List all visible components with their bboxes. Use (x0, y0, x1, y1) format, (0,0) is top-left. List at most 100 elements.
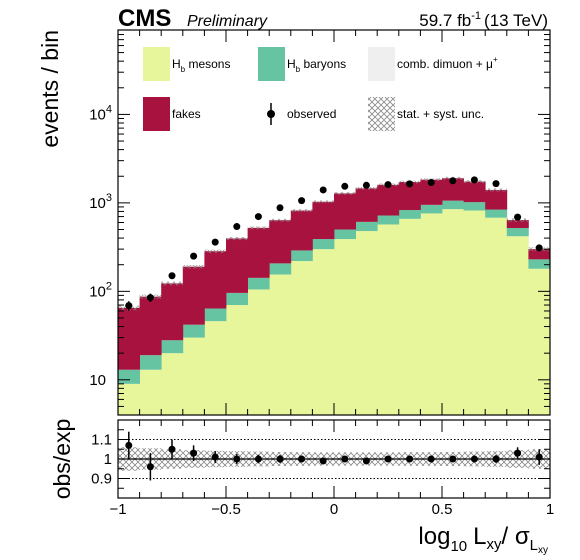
bar-hb_baryons-8 (290, 250, 313, 262)
main-unc-9 (312, 200, 334, 204)
ratio-panel: −1 −0.5 0 0.5 1 0.911.1 obs/exp log10 Lxy/ σL… (49, 419, 554, 556)
legend-label: observed (287, 107, 336, 121)
svg-text:59.7 fb-1(13 TeV): 59.7 fb-1 (13 TeV) (419, 10, 548, 30)
observed-point-16 (470, 176, 478, 184)
ratio-point-12 (384, 455, 392, 463)
observed-point-19 (535, 244, 543, 252)
y-tick-label: 104 (89, 103, 112, 123)
bar-hb_baryons-17 (485, 209, 508, 218)
observed-point-11 (362, 181, 370, 189)
ratio-y-title: obs/exp (49, 419, 75, 500)
bar-hb_mesons-12 (377, 224, 400, 415)
legend-swatch (258, 47, 285, 81)
y-tick-label: 102 (89, 280, 112, 300)
ratio-point-0 (125, 441, 133, 449)
observed-point-10 (341, 182, 349, 190)
ratio-point-6 (254, 455, 262, 463)
observed-point-8 (298, 197, 306, 205)
bar-fakes-18 (506, 220, 529, 228)
bar-hb_mesons-13 (398, 218, 421, 415)
ratio-point-14 (427, 455, 435, 463)
bar-hb_baryons-18 (506, 228, 529, 237)
bar-hb_baryons-13 (398, 210, 421, 219)
legend-label: stat. + syst. unc. (397, 107, 484, 121)
observed-point-17 (492, 180, 500, 188)
bar-fakes-15 (442, 178, 464, 201)
observed-point-2 (168, 272, 176, 280)
ratio-y-tick-label: 1 (104, 451, 112, 468)
legend-label: fakes (172, 107, 201, 121)
legend-item-3: fakes (143, 97, 201, 131)
bar-fakes-12 (377, 184, 400, 216)
bar-hb_baryons-10 (334, 229, 356, 240)
bar-hb_baryons-2 (161, 340, 184, 354)
observed-point-0 (125, 302, 133, 310)
lumi-value: 59.7 fb (419, 11, 471, 30)
bar-hb_mesons-3 (182, 337, 205, 415)
observed-point-14 (427, 178, 435, 186)
bar-fakes-14 (420, 179, 443, 205)
ratio-point-10 (341, 455, 349, 463)
ratio-point-11 (362, 457, 370, 465)
x-tick-label: −0.5 (211, 501, 241, 518)
series-fakes (118, 178, 550, 370)
bar-fakes-5 (226, 238, 248, 293)
xlabel-L: L (473, 523, 486, 550)
ratio-point-2 (168, 445, 176, 453)
bar-hb_baryons-11 (355, 221, 378, 232)
main-unc-4 (204, 249, 226, 253)
ratio-point-3 (190, 449, 198, 457)
ratio-point-9 (319, 457, 327, 465)
ratio-points (125, 431, 543, 481)
bar-fakes-2 (161, 283, 184, 341)
bar-fakes-11 (355, 188, 378, 222)
legend-swatch (368, 47, 395, 81)
main-unc-2 (161, 281, 183, 286)
bar-hb_mesons-17 (485, 217, 508, 415)
bar-hb_baryons-0 (118, 369, 140, 384)
bar-fakes-17 (485, 189, 508, 210)
observed-points (125, 176, 543, 311)
xlabel-sigma-sub: L (530, 537, 538, 554)
bar-fakes-1 (139, 296, 162, 356)
y-tick-label: 10 (89, 372, 106, 389)
bar-hb_mesons-0 (118, 383, 140, 415)
bar-hb_mesons-4 (204, 321, 227, 415)
x-axis-title: log10 Lxy/ σLxy (418, 523, 548, 556)
lumi-energy: (13 TeV) (484, 11, 548, 30)
main-y-title: events / bin (37, 30, 63, 148)
ratio-point-17 (492, 455, 500, 463)
main-unc-7 (269, 218, 291, 222)
bar-fakes-6 (247, 227, 270, 278)
bar-hb_baryons-15 (442, 200, 464, 210)
legend-label: Hb baryons (287, 57, 346, 74)
observed-point-15 (449, 177, 457, 185)
main-unc-17 (485, 188, 507, 192)
legend-item-2: comb. dimuon + μ+ (368, 47, 498, 81)
experiment-label: CMS (118, 5, 171, 32)
xlabel-L-sub: xy (487, 536, 503, 553)
bar-hb_baryons-6 (247, 277, 270, 290)
main-x-ticks (117, 30, 551, 415)
main-unc-6 (247, 226, 270, 230)
bar-hb_mesons-2 (161, 353, 184, 415)
legend-hatch (368, 97, 395, 131)
observed-point-1 (146, 294, 154, 302)
xlabel-sigma-subsub: xy (538, 545, 548, 556)
ratio-y-ticks: 0.9 1 1.1 (91, 419, 550, 499)
stacked-histogram (118, 178, 550, 415)
bar-hb_mesons-18 (506, 236, 529, 415)
observed-point-4 (211, 238, 219, 246)
xlabel-log-sub: 10 (450, 538, 467, 555)
bar-hb_baryons-7 (269, 263, 292, 275)
ratio-point-16 (470, 455, 478, 463)
y-tick-label: 103 (89, 192, 112, 212)
xlabel-slash: / (502, 523, 515, 550)
ratio-point-7 (276, 455, 284, 463)
legend-label: Hb mesons (172, 57, 230, 74)
bar-hb_mesons-8 (290, 261, 313, 415)
legend-swatch (143, 47, 170, 81)
bar-fakes-16 (463, 181, 486, 203)
lumi-exponent: -1 (471, 10, 481, 22)
